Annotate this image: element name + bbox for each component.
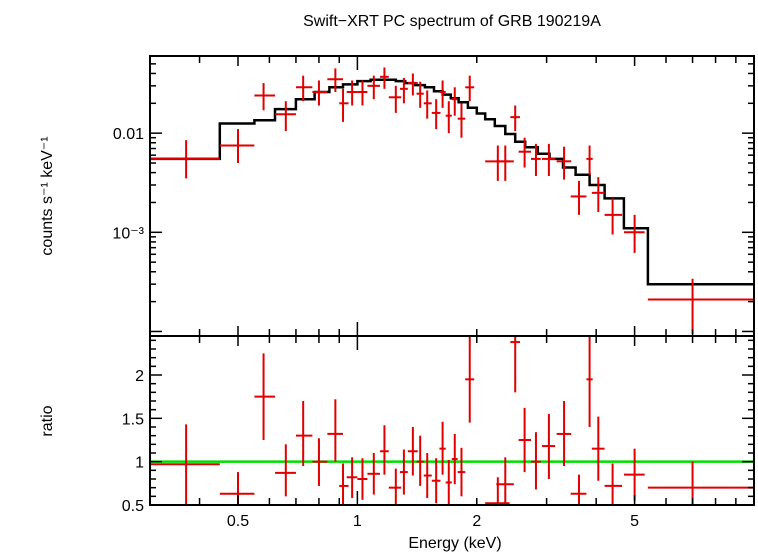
- spectrum-data-point-28: [531, 143, 541, 176]
- spectrum-data-point-26: [510, 105, 520, 132]
- model-histogram-line: [150, 78, 754, 286]
- top-y-axis-label: counts s⁻¹ keV⁻¹: [39, 136, 56, 255]
- ratio-data-point-34: [604, 463, 623, 505]
- spectrum-data-point-16: [416, 81, 424, 108]
- ratio-y-tick-label-2: 1: [135, 455, 144, 472]
- spectrum-data-point-20: [445, 101, 452, 134]
- ratio-data-point-15: [407, 427, 418, 476]
- ratio-data-point-13: [388, 468, 402, 505]
- spectrum-data-point-23: [465, 75, 475, 102]
- ratio-data-point-31: [570, 474, 587, 505]
- x-tick-label-3: 2: [472, 513, 481, 530]
- ratio-data-point-18: [431, 458, 441, 504]
- spectrum-data-point-33: [591, 177, 605, 213]
- spectrum-data-point-29: [541, 143, 556, 176]
- spectrum-data-point-8: [339, 88, 349, 122]
- spectrum-data-point-15: [407, 73, 418, 96]
- ratio-data-point-1: [150, 424, 220, 505]
- ratio-data-point-11: [367, 453, 380, 495]
- chart-title: Swift−XRT PC spectrum of GRB 190219A: [303, 13, 601, 30]
- ratio-data-point-12: [379, 425, 389, 475]
- spectrum-data-point-7: [327, 68, 344, 93]
- ratio-panel: 0.5 1 1.5 2 0.5 1 2 5: [122, 335, 755, 530]
- ratio-data-point-26: [510, 336, 520, 393]
- spectrum-data-point-30: [556, 146, 572, 180]
- spectrum-data-point-36: [647, 278, 754, 334]
- spectrum-data-point-9: [346, 80, 358, 106]
- ratio-data-point-14: [399, 449, 408, 495]
- ratio-data-point-8: [339, 463, 349, 505]
- spectrum-data-point-18: [431, 99, 441, 130]
- ratio-data-point-2: [219, 472, 255, 505]
- spectrum-data-point-32: [586, 145, 593, 175]
- spectrum-data-point-27: [518, 137, 532, 168]
- spectrum-data-point-2: [219, 129, 255, 164]
- ratio-data-point-10: [357, 458, 368, 500]
- ratio-y-tick-label-4: 2: [135, 368, 144, 385]
- ratio-data-point-21: [451, 433, 458, 485]
- spectrum-data-point-5: [295, 75, 313, 102]
- spectrum-data-point-13: [388, 85, 402, 113]
- x-tick-label-1: 0.5: [227, 513, 249, 530]
- ratio-data-point-4: [275, 444, 296, 497]
- spectrum-y-tick-label-1: 0.01: [113, 126, 144, 143]
- ratio-data-point-3: [254, 353, 276, 440]
- ratio-data-point-30: [556, 401, 572, 466]
- spectrum-data-point-10: [357, 80, 368, 106]
- spectrum-data-point-22: [457, 103, 466, 138]
- ratio-data-point-32: [586, 336, 593, 427]
- spectrum-data-point-34: [604, 198, 623, 235]
- spectrum-data-point-12: [379, 67, 389, 89]
- ratio-y-tick-label-3: 1.5: [122, 411, 144, 428]
- ratio-data-point-16: [416, 435, 424, 486]
- ratio-data-point-33: [591, 416, 605, 481]
- ratio-data-point-9: [346, 457, 358, 499]
- ratio-data-point-19: [439, 421, 446, 475]
- spectrum-data-point-1: [150, 140, 220, 179]
- ratio-data-point-36: [647, 461, 754, 505]
- spectrum-data-point-17: [423, 90, 432, 119]
- ratio-data-point-5: [295, 401, 313, 466]
- ratio-data-point-20: [445, 459, 452, 505]
- ratio-data-point-35: [623, 448, 645, 501]
- ratio-data-point-28: [531, 432, 541, 490]
- ratio-plot-frame: [149, 335, 755, 506]
- spectrum-y-tick-label-2: 10⁻³: [112, 225, 144, 242]
- spectrum-data-point-11: [367, 75, 380, 100]
- bottom-y-axis-label: ratio: [39, 405, 56, 436]
- spectrum-data-point-4: [275, 101, 296, 132]
- ratio-data-point-22: [457, 447, 466, 497]
- ratio-data-point-23: [465, 336, 475, 423]
- ratio-data-point-25: [496, 457, 514, 505]
- spectrum-data-point-21: [451, 87, 458, 116]
- x-axis-label: Energy (keV): [408, 535, 501, 552]
- spectrum-data-point-3: [254, 83, 276, 111]
- spectrum-data-point-31: [570, 180, 587, 215]
- ratio-data-point-27: [518, 407, 532, 473]
- spectrum-data-point-19: [439, 80, 446, 108]
- ratio-data-point-7: [327, 399, 344, 462]
- spectrum-data-point-6: [312, 80, 328, 106]
- x-tick-label-4: 5: [630, 513, 639, 530]
- spectrum-panel: 0.01 10⁻³: [112, 55, 755, 337]
- ratio-data-point-17: [423, 453, 432, 499]
- spectrum-data-point-25: [496, 145, 514, 181]
- ratio-data-point-6: [312, 438, 328, 486]
- ratio-data-point-29: [541, 414, 556, 479]
- spectrum-data-point-14: [399, 77, 408, 104]
- spectrum-data-point-35: [623, 214, 645, 253]
- ratio-y-tick-label-1: 0.5: [122, 498, 144, 515]
- x-tick-label-2: 1: [353, 513, 362, 530]
